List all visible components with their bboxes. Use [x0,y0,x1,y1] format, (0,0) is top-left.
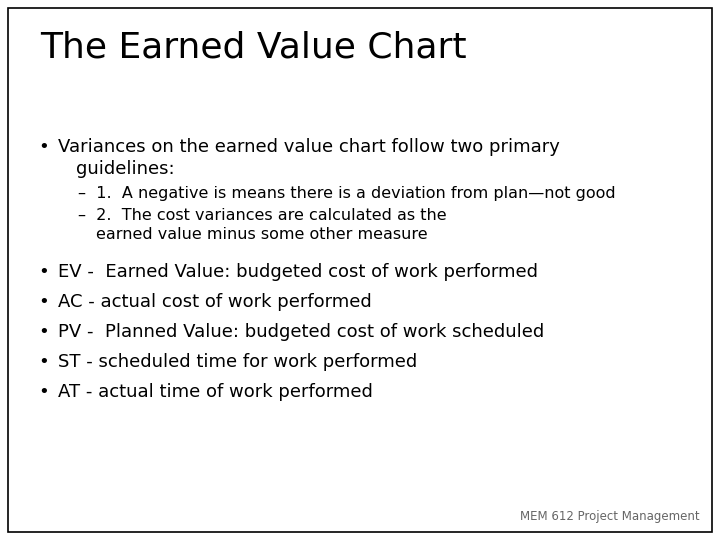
Text: MEM 612 Project Management: MEM 612 Project Management [521,510,700,523]
Text: •: • [38,293,49,311]
Text: guidelines:: guidelines: [76,160,175,178]
Text: PV -  Planned Value: budgeted cost of work scheduled: PV - Planned Value: budgeted cost of wor… [58,323,544,341]
Text: •: • [38,353,49,371]
Text: •: • [38,138,49,156]
Text: AC - actual cost of work performed: AC - actual cost of work performed [58,293,372,311]
Text: AT - actual time of work performed: AT - actual time of work performed [58,383,373,401]
Text: –  1.  A negative is means there is a deviation from plan—not good: – 1. A negative is means there is a devi… [78,186,616,201]
Text: •: • [38,323,49,341]
Text: •: • [38,383,49,401]
Text: ST - scheduled time for work performed: ST - scheduled time for work performed [58,353,418,371]
Text: earned value minus some other measure: earned value minus some other measure [96,227,428,242]
Text: •: • [38,263,49,281]
Text: Variances on the earned value chart follow two primary: Variances on the earned value chart foll… [58,138,560,156]
Text: EV -  Earned Value: budgeted cost of work performed: EV - Earned Value: budgeted cost of work… [58,263,538,281]
Text: –  2.  The cost variances are calculated as the: – 2. The cost variances are calculated a… [78,208,446,223]
Text: The Earned Value Chart: The Earned Value Chart [40,30,467,64]
